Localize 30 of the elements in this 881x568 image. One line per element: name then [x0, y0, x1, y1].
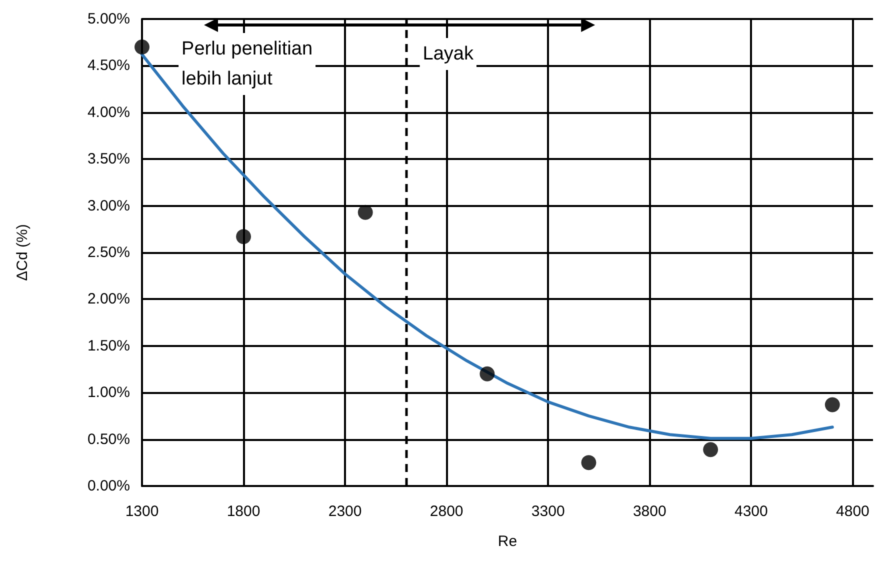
y-tick-label: 4.50%	[87, 57, 130, 74]
x-tick-label: 4800	[836, 503, 870, 520]
y-tick-label: 1.00%	[87, 384, 130, 402]
annotation: Perlu penelitian lebih lanjut	[182, 38, 313, 90]
annotation: Layak	[422, 44, 474, 64]
y-tick-label: 1.50%	[87, 337, 130, 354]
x-tick-label: 3800	[632, 503, 666, 520]
y-tick-label: 5.00%	[87, 10, 130, 28]
y-tick-label: 3.50%	[87, 150, 130, 168]
y-tick-label: 2.50%	[87, 244, 130, 261]
x-tick-label: 2800	[430, 503, 464, 520]
x-tick-label: 1800	[226, 503, 260, 520]
x-tick-label: 1300	[125, 503, 159, 520]
x-tick-label: 2300	[328, 503, 362, 520]
x-axis-title: Re	[498, 533, 518, 550]
point	[134, 40, 150, 55]
y-axis-title: ΔCd (%)	[14, 224, 31, 281]
x-tick-label: 4300	[734, 503, 768, 520]
point	[581, 455, 596, 470]
y-tick-label: 0.50%	[87, 430, 130, 448]
point	[824, 397, 840, 412]
point	[358, 204, 373, 220]
y-tick-label: 4.00%	[87, 104, 130, 121]
y-tick-label: 0.00%	[87, 478, 130, 494]
x-tick-label: 3300	[531, 503, 565, 520]
point	[703, 442, 718, 458]
point	[236, 229, 252, 244]
y-tick-label: 3.00%	[87, 197, 130, 214]
y-tick-label: 2.00%	[87, 290, 130, 308]
point	[480, 366, 495, 382]
